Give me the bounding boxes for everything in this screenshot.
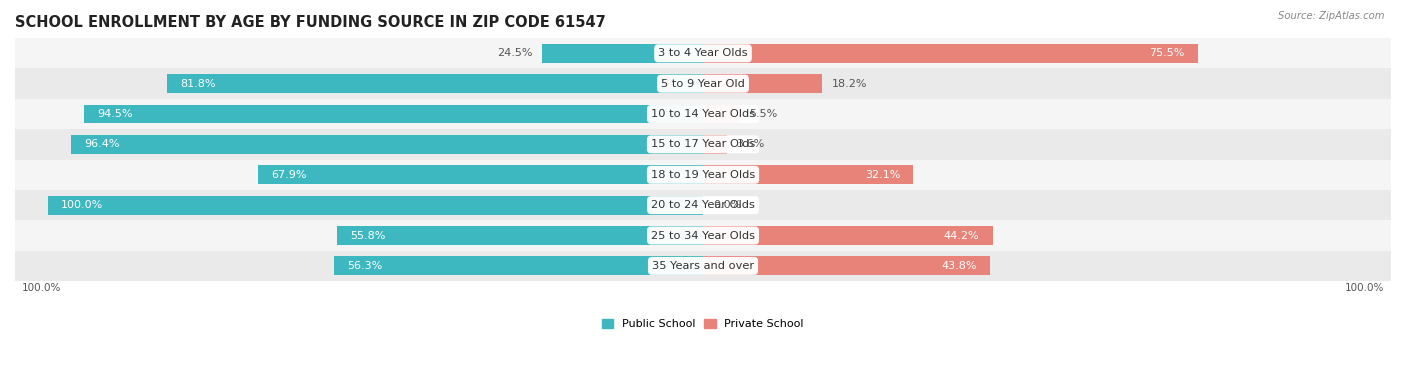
Bar bbox=[15, 190, 1391, 220]
Text: 44.2%: 44.2% bbox=[943, 230, 980, 241]
Bar bbox=[48, 196, 703, 215]
Bar bbox=[703, 44, 1198, 63]
Text: 20 to 24 Year Olds: 20 to 24 Year Olds bbox=[651, 200, 755, 210]
Text: 94.5%: 94.5% bbox=[97, 109, 132, 119]
Text: 5.5%: 5.5% bbox=[749, 109, 778, 119]
Text: 5 to 9 Year Old: 5 to 9 Year Old bbox=[661, 79, 745, 89]
Bar bbox=[15, 69, 1391, 99]
Bar bbox=[15, 99, 1391, 129]
Text: 81.8%: 81.8% bbox=[180, 79, 215, 89]
Text: 18 to 19 Year Olds: 18 to 19 Year Olds bbox=[651, 170, 755, 180]
Bar bbox=[167, 74, 703, 93]
Bar bbox=[337, 226, 703, 245]
Text: 35 Years and over: 35 Years and over bbox=[652, 261, 754, 271]
Text: 56.3%: 56.3% bbox=[347, 261, 382, 271]
Bar bbox=[335, 256, 703, 275]
Text: Source: ZipAtlas.com: Source: ZipAtlas.com bbox=[1278, 11, 1385, 21]
Bar bbox=[15, 38, 1391, 69]
Bar bbox=[15, 251, 1391, 281]
Bar bbox=[703, 74, 823, 93]
Text: 67.9%: 67.9% bbox=[271, 170, 307, 180]
Text: 18.2%: 18.2% bbox=[832, 79, 868, 89]
Text: 3 to 4 Year Olds: 3 to 4 Year Olds bbox=[658, 48, 748, 58]
Bar bbox=[72, 135, 703, 154]
Text: 100.0%: 100.0% bbox=[60, 200, 103, 210]
Bar bbox=[259, 166, 703, 184]
Text: 10 to 14 Year Olds: 10 to 14 Year Olds bbox=[651, 109, 755, 119]
Text: 100.0%: 100.0% bbox=[21, 283, 60, 293]
Text: 100.0%: 100.0% bbox=[1346, 283, 1385, 293]
Bar bbox=[15, 220, 1391, 251]
Legend: Public School, Private School: Public School, Private School bbox=[602, 319, 804, 329]
Bar bbox=[703, 135, 727, 154]
Text: 15 to 17 Year Olds: 15 to 17 Year Olds bbox=[651, 139, 755, 149]
Text: 43.8%: 43.8% bbox=[942, 261, 977, 271]
Text: 25 to 34 Year Olds: 25 to 34 Year Olds bbox=[651, 230, 755, 241]
Bar bbox=[703, 256, 990, 275]
Bar bbox=[703, 226, 993, 245]
Text: SCHOOL ENROLLMENT BY AGE BY FUNDING SOURCE IN ZIP CODE 61547: SCHOOL ENROLLMENT BY AGE BY FUNDING SOUR… bbox=[15, 15, 606, 30]
Text: 32.1%: 32.1% bbox=[865, 170, 900, 180]
Bar bbox=[543, 44, 703, 63]
Text: 55.8%: 55.8% bbox=[350, 230, 385, 241]
Bar bbox=[703, 105, 740, 123]
Bar bbox=[15, 159, 1391, 190]
Bar bbox=[15, 129, 1391, 159]
Text: 24.5%: 24.5% bbox=[498, 48, 533, 58]
Bar bbox=[703, 166, 914, 184]
Text: 3.6%: 3.6% bbox=[737, 139, 765, 149]
Text: 75.5%: 75.5% bbox=[1149, 48, 1185, 58]
Text: 0.0%: 0.0% bbox=[713, 200, 741, 210]
Bar bbox=[84, 105, 703, 123]
Text: 96.4%: 96.4% bbox=[84, 139, 120, 149]
